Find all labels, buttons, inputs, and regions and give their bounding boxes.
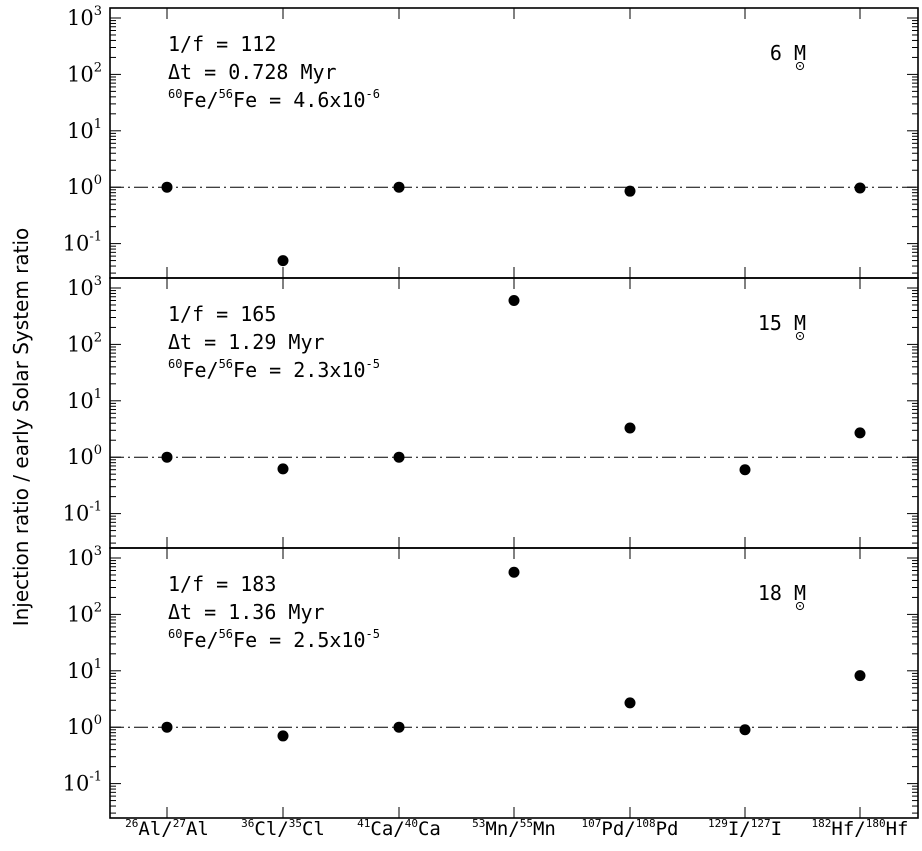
x-category-label: 107Pd/108Pd [582,817,679,840]
data-point [277,463,289,475]
data-point [739,724,751,736]
data-point [277,730,289,742]
data-point [624,422,636,434]
mass-label: 6 M [770,41,806,65]
y-tick-label: 100 [67,443,102,469]
delta-t-label: Δt = 1.36 Myr [168,600,325,624]
sun-symbol-dot [799,605,801,607]
data-point [624,185,636,197]
y-tick-label: 102 [67,600,102,626]
data-point [393,451,405,463]
sun-symbol-dot [799,65,801,67]
y-tick-label: 101 [67,117,102,143]
x-category-label: 36Cl/35Cl [241,817,325,840]
fe-ratio-label: 60Fe/56Fe = 2.5x10-5 [168,627,380,652]
data-point [854,182,866,194]
data-point [161,181,173,193]
data-point [161,721,173,733]
y-tick-label: 101 [67,657,102,683]
panel: 10-1 100 101 102 103 1/f = 183 Δt = 1.36 Myr 60… [63,544,919,819]
sun-symbol-icon [795,601,805,611]
panels-layer: 10-1 100 101 102 103 1/f = 112 Δt = 0.728 Myr 6… [63,4,919,819]
x-category-label: 53Mn/55Mn [472,817,556,840]
y-tick-label: 100 [67,173,102,199]
data-point [854,427,866,439]
data-point [854,670,866,682]
fe-ratio-label: 60Fe/56Fe = 4.6x10-6 [168,87,380,112]
y-tick-label: 102 [67,330,102,356]
y-tick-label: 103 [67,4,102,30]
y-tick-label: 10-1 [63,500,102,526]
data-point [624,697,636,709]
sun-symbol-icon [795,61,805,71]
x-category-labels: 26Al/27Al 36Cl/35Cl 41Ca/40Ca 53Mn/55Mn 107P… [125,817,908,840]
y-axis-label: Injection ratio / early Solar System rat… [9,228,33,627]
sun-symbol-dot [799,335,801,337]
data-point [508,295,520,307]
data-point [277,255,289,267]
y-tick-label: 100 [67,713,102,739]
x-category-label: 129I/127I [708,817,782,840]
panel: 10-1 100 101 102 103 1/f = 165 Δt = 1.29 Myr 60… [63,274,919,549]
x-category-label: 182Hf/180Hf [812,817,909,840]
delta-t-label: Δt = 0.728 Myr [168,60,337,84]
data-point [739,464,751,476]
data-point [508,566,520,578]
sun-symbol-icon [795,331,805,341]
delta-t-label: Δt = 1.29 Myr [168,330,325,354]
mass-label: 15 M [758,311,806,335]
y-tick-label: 102 [67,60,102,86]
data-point [393,181,405,193]
data-point [393,721,405,733]
x-category-label: 26Al/27Al [125,817,209,840]
dilution-label: 1/f = 183 [168,572,276,596]
dilution-label: 1/f = 165 [168,302,276,326]
mass-label: 18 M [758,581,806,605]
y-tick-label: 10-1 [63,770,102,796]
data-point [161,451,173,463]
y-tick-label: 10-1 [63,230,102,256]
fe-ratio-label: 60Fe/56Fe = 2.3x10-5 [168,357,380,382]
y-tick-label: 103 [67,544,102,570]
dilution-label: 1/f = 112 [168,32,276,56]
panel: 10-1 100 101 102 103 1/f = 112 Δt = 0.728 Myr 6… [63,4,919,279]
x-category-label: 41Ca/40Ca [357,817,441,840]
y-tick-label: 101 [67,387,102,413]
y-tick-label: 103 [67,274,102,300]
